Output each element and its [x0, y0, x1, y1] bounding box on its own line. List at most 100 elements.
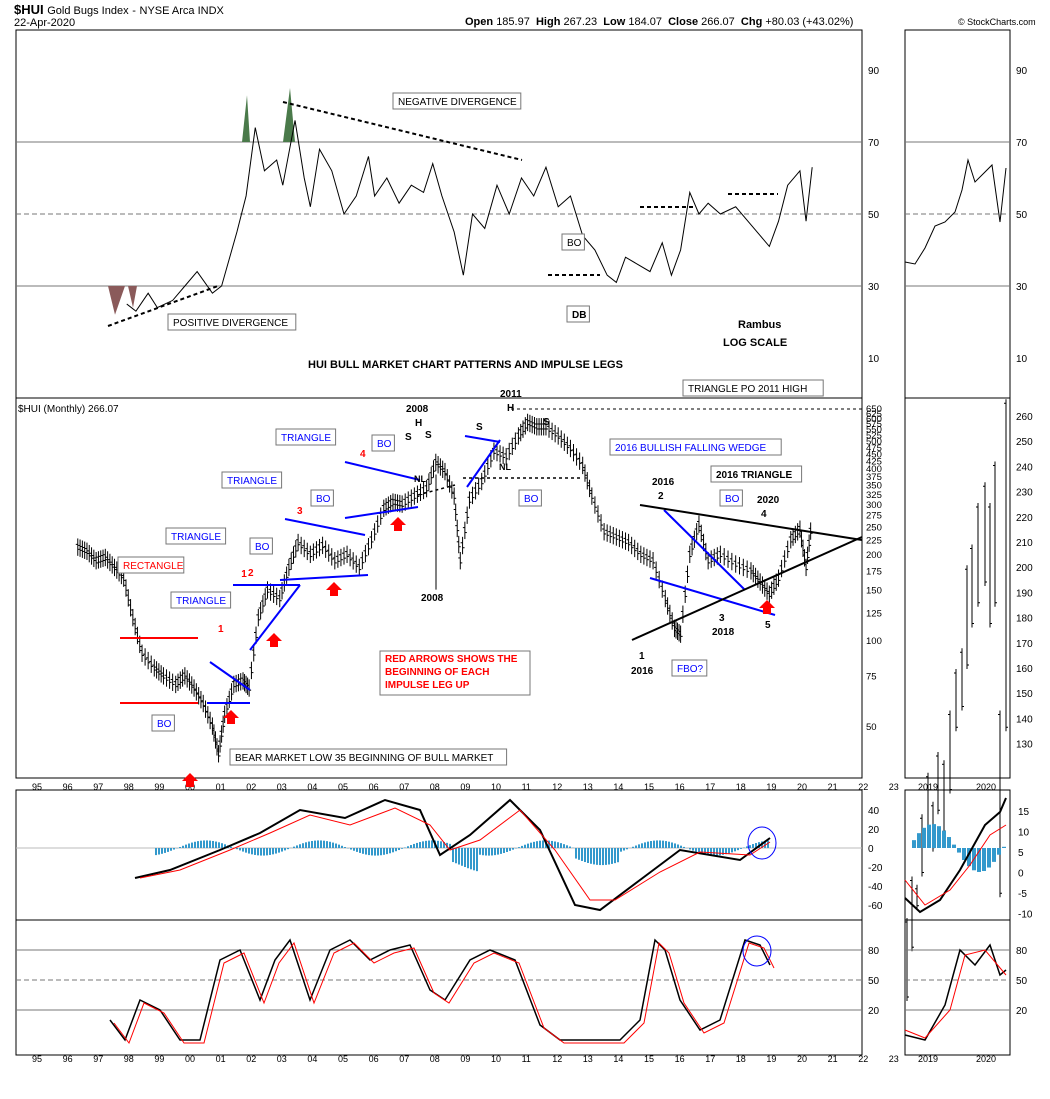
macd-hist-bar: [377, 848, 379, 856]
inset-macd-hist-bar: [997, 848, 1001, 855]
macd-hist-bar: [587, 848, 589, 863]
macd-hist-bar: [737, 848, 739, 850]
bo-label-2: BO: [255, 542, 270, 553]
macd-hist-bar: [230, 847, 232, 848]
macd-hist-bar: [536, 841, 538, 848]
macd-hist-bar: [371, 848, 373, 855]
triangle-label-3: TRIANGLE: [227, 476, 277, 487]
macd-hist-bar: [614, 848, 616, 863]
macd-hist-bar: [653, 841, 655, 848]
bottom-x-label: 16: [675, 1054, 685, 1064]
triangle-2016-bottom: [632, 537, 862, 640]
price-x-label: 14: [613, 782, 623, 792]
price-x-label: 99: [154, 782, 164, 792]
macd-hist-bar: [602, 848, 604, 865]
bottom-x-label: 04: [307, 1054, 317, 1064]
close-value: 266.07: [701, 16, 735, 28]
macd-hist-bar: [473, 848, 475, 870]
price-x-label: 06: [369, 782, 379, 792]
label-2016-bottom: 2016: [631, 666, 654, 677]
inset-macd-hist-bar: [932, 824, 936, 848]
price-x-label: 16: [675, 782, 685, 792]
macd-hist-bar: [164, 848, 166, 853]
price-x-label: 17: [705, 782, 715, 792]
impulse-3: 3: [297, 506, 303, 517]
macd-hist-bar: [530, 843, 532, 848]
price-x-label: 13: [583, 782, 593, 792]
inset-stoch-tick-label: 50: [1016, 976, 1028, 987]
bottom-x-label: 99: [154, 1054, 164, 1064]
label-2008-nl: NL: [414, 474, 426, 484]
bottom-x-label: 22: [858, 1054, 868, 1064]
macd-hist-bar: [389, 848, 391, 853]
macd-hist-bar: [293, 847, 295, 848]
price-x-label: 97: [93, 782, 103, 792]
triangle-line-3a: [280, 575, 368, 580]
symbol: $HUI: [14, 2, 44, 17]
label-1: 1: [639, 651, 645, 662]
price-x-label: 15: [644, 782, 654, 792]
macd-hist-bar: [476, 848, 478, 871]
label-2008-bottom: 2008: [421, 593, 444, 604]
macd-hist-bar: [563, 844, 565, 848]
macd-hist-bar: [635, 846, 637, 848]
price-tick-label: 175: [866, 567, 882, 578]
price-tick-label: 300: [866, 500, 882, 511]
bottom-x-label: 06: [369, 1054, 379, 1064]
bottom-x-label: 20: [797, 1054, 807, 1064]
red-arrows-line-2: BEGINNING OF EACH: [385, 667, 489, 678]
red-up-arrow: [266, 633, 282, 647]
bottom-x-label: 21: [828, 1054, 838, 1064]
macd-hist-bar: [509, 848, 511, 851]
rsi-tick-label: 30: [868, 282, 880, 293]
macd-hist-bar: [179, 847, 181, 848]
macd-hist-bar: [554, 841, 556, 848]
macd-hist-bar: [320, 840, 322, 848]
label-2016-2: 2: [658, 491, 664, 502]
open-label: Open: [465, 16, 493, 28]
price-x-label: 18: [736, 782, 746, 792]
macd-tick-label: -60: [868, 901, 883, 912]
macd-hist-bar: [395, 848, 397, 851]
price-tick-label: 275: [866, 511, 882, 522]
macd-hist-bar: [236, 848, 238, 849]
macd-hist-bar: [182, 846, 184, 848]
macd-hist-bar: [512, 848, 514, 850]
red-up-arrow: [390, 517, 406, 531]
inset-price-tick-label: 260: [1016, 412, 1033, 423]
rsi-tick-label: 70: [868, 138, 880, 149]
inset-macd-tick-label: 0: [1018, 869, 1024, 880]
macd-hist-bar: [440, 841, 442, 848]
label-2011-s1: S: [476, 422, 483, 433]
inset-price-tick-label: 170: [1016, 639, 1033, 650]
bo-label-4: BO: [377, 439, 392, 450]
macd-hist-bar: [719, 848, 721, 855]
label-2011: 2011: [500, 389, 522, 400]
wedge-top: [664, 510, 745, 590]
macd-hist-bar: [518, 847, 520, 848]
inset-rsi-tick-label: 50: [1016, 210, 1028, 221]
macd-hist-bar: [419, 842, 421, 848]
bottom-x-label: 96: [63, 1054, 73, 1064]
macd-tick-label: -20: [868, 863, 883, 874]
copyright: © StockCharts.com: [958, 17, 1036, 27]
macd-hist-bar: [581, 848, 583, 861]
macd-hist-bar: [608, 848, 610, 864]
bear-low-label: BEAR MARKET LOW 35 BEGINNING OF BULL MAR…: [235, 753, 493, 764]
macd-hist-bar: [311, 841, 313, 848]
macd-hist-bar: [332, 843, 334, 848]
macd-hist-bar: [599, 848, 601, 865]
bottom-x-label: 01: [216, 1054, 226, 1064]
impulse-1b: 1: [218, 624, 224, 635]
macd-hist-bar: [575, 848, 577, 859]
stoch-circle: [743, 936, 771, 966]
inset-rsi-tick-label: 10: [1016, 354, 1028, 365]
bottom-x-label: 17: [705, 1054, 715, 1064]
macd-hist-bar: [557, 842, 559, 848]
macd-hist-bar: [611, 848, 613, 864]
macd-hist-bar: [569, 847, 571, 848]
inset-rsi-tick-label: 70: [1016, 138, 1028, 149]
price-x-label: 95: [32, 782, 42, 792]
macd-hist-bar: [632, 847, 634, 848]
label-2011-h: H: [507, 403, 514, 414]
